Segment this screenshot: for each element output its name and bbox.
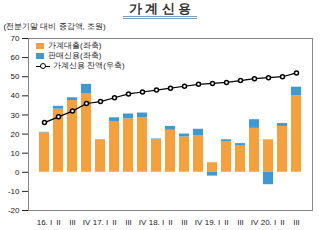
svg-text:17. I: 17. I	[93, 218, 109, 227]
svg-text:19. I: 19. I	[205, 218, 221, 227]
svg-text:III: III	[125, 218, 132, 227]
svg-text:IV: IV	[83, 218, 91, 227]
svg-text:30: 30	[11, 111, 20, 120]
svg-text:IV: IV	[195, 218, 203, 227]
svg-text:-10: -10	[8, 187, 20, 196]
svg-text:II: II	[168, 218, 172, 227]
svg-text:0: 0	[15, 168, 20, 177]
html-text:가 계 신 용: 가 계 신 용	[128, 1, 192, 16]
svg-text:20. I: 20. I	[261, 218, 277, 227]
svg-text:IV: IV	[139, 218, 147, 227]
svg-text:III: III	[181, 218, 188, 227]
svg-text:II: II	[224, 218, 228, 227]
svg-text:10: 10	[11, 149, 20, 158]
svg-text:III: III	[293, 218, 300, 227]
svg-text:60: 60	[11, 53, 20, 62]
svg-text:IV: IV	[251, 218, 259, 227]
html-text:가계신용 잔액(우축): 가계신용 잔액(우축)	[53, 61, 125, 70]
svg-text:50: 50	[11, 72, 20, 81]
svg-text:II: II	[56, 218, 60, 227]
html-text:판매신용(좌축): 판매신용(좌축)	[48, 51, 102, 60]
svg-text:40: 40	[11, 91, 20, 100]
svg-text:II: II	[112, 218, 116, 227]
html-text:가계대출(좌축): 가계대출(좌축)	[48, 41, 102, 50]
svg-text:70: 70	[11, 34, 20, 43]
svg-text:II: II	[280, 218, 284, 227]
svg-text:16. I: 16. I	[37, 218, 53, 227]
svg-text:18. I: 18. I	[149, 218, 165, 227]
svg-text:-20: -20	[8, 206, 20, 215]
svg-text:III: III	[237, 218, 244, 227]
svg-text:III: III	[69, 218, 76, 227]
svg-text:(전분기말 대비 증감액, 조원): (전분기말 대비 증감액, 조원)	[4, 22, 107, 31]
svg-text:20: 20	[11, 130, 20, 139]
